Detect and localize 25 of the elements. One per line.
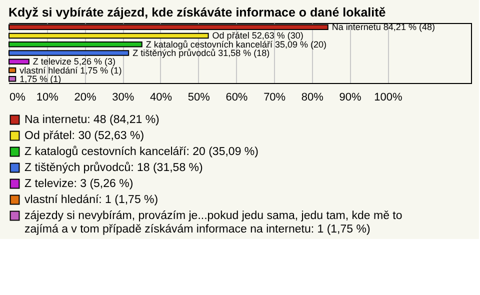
legend-label: Z televize: 3 (5,26 %)	[24, 178, 134, 190]
x-tick-label: 10%	[36, 92, 59, 104]
data-label: Od přátel 52,63 % (30)	[212, 30, 304, 41]
legend-label: Od přátel: 30 (52,63 %)	[24, 130, 144, 142]
chart-title: Když si vybíráte zájezd, kde získáváte informace o dané lokalitě	[8, 6, 386, 20]
x-tick-label: 100%	[374, 92, 402, 104]
legend-label: Na internetu: 48 (84,21 %)	[24, 114, 160, 126]
x-tick-label: 0%	[10, 92, 26, 104]
x-tick-label: 40%	[150, 92, 172, 104]
data-label: Z televize 5,26 % (3)	[32, 56, 116, 67]
x-tick-label: 60%	[226, 92, 248, 104]
data-label: vlastní hledání 1,75 % (1)	[20, 65, 122, 76]
data-label: Na internetu 84,21 % (48)	[332, 22, 435, 32]
x-tick-label: 70%	[264, 92, 286, 104]
x-tick-label: 30%	[112, 92, 134, 104]
x-tick-label: 20%	[74, 92, 96, 104]
x-tick-label: 90%	[339, 92, 362, 104]
legend-label: zájezdy si nevybírám, provázím je...pokud jedu sama, jedu tam, kde mě to zajímá a v tom případě získávám informace na internetu: 1 (1,75 %)	[24, 210, 402, 236]
x-tick-label: 50%	[188, 92, 210, 104]
data-label: Z tištěných průvodců 31,58 % (18)	[132, 48, 270, 58]
data-label: Z katalogů cestovních kanceláří 35,09 % (20)	[146, 39, 326, 50]
legend-label: vlastní hledání: 1 (1,75 %)	[24, 194, 158, 206]
legend-label: Z tištěných průvodců: 18 (31,58 %)	[24, 160, 204, 174]
legend-label: Z katalogů cestovních kanceláří: 20 (35,09 %)	[24, 144, 259, 158]
x-tick-label: 80%	[301, 92, 324, 104]
